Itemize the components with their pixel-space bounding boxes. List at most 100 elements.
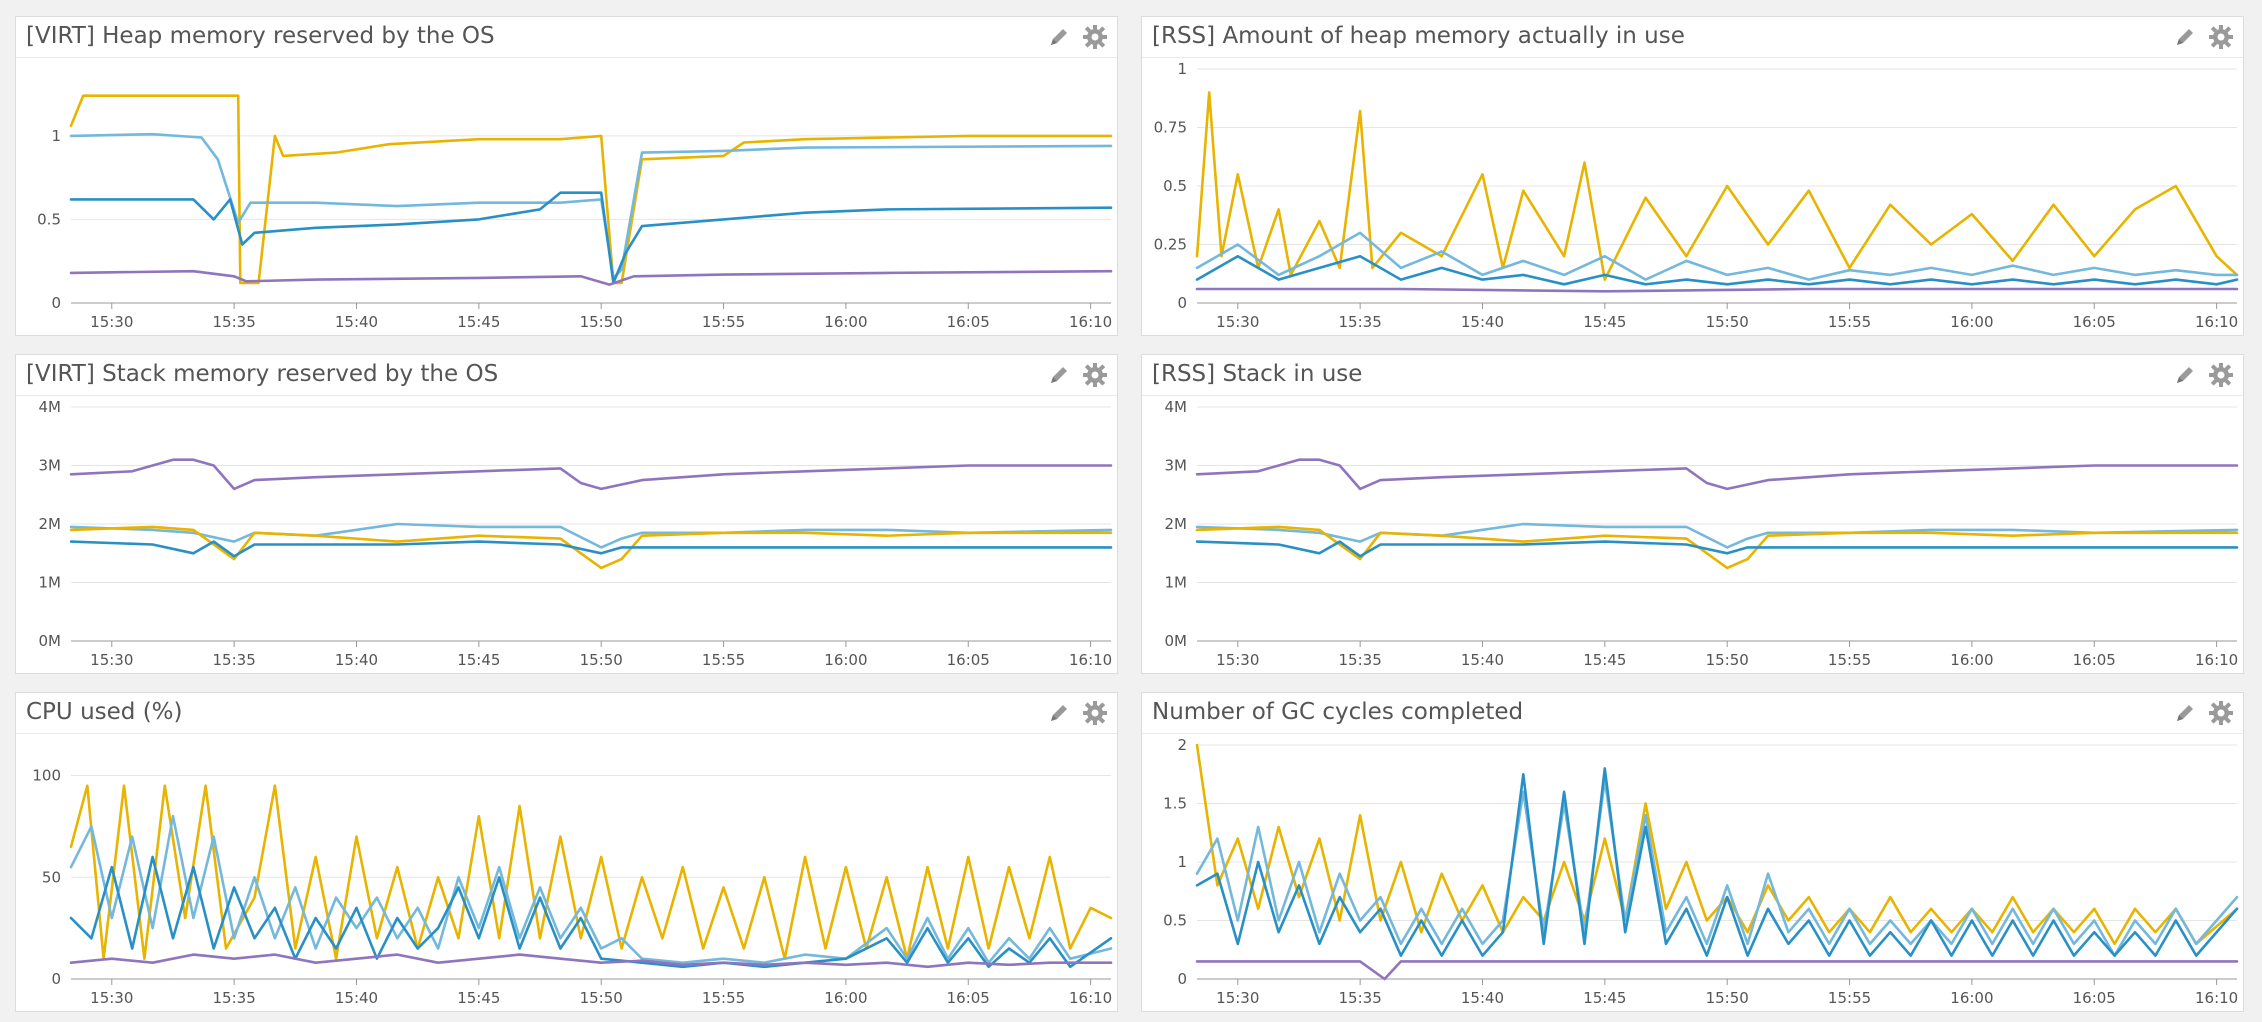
x-tick-label: 15:55 bbox=[702, 313, 745, 331]
x-tick-label: 16:05 bbox=[2073, 651, 2116, 669]
chart-panel-virt-stack: [VIRT] Stack memory reserved by the OS 0… bbox=[15, 354, 1118, 674]
series-line-gold bbox=[1195, 743, 2239, 946]
x-tick-label: 15:45 bbox=[457, 651, 500, 669]
series-line-purple bbox=[69, 953, 1113, 969]
panel-title: Number of GC cycles completed bbox=[1152, 699, 1524, 725]
chart-panel-gc-cycles: Number of GC cycles completed 0 0.5 1 1.5 2 1… bbox=[1141, 692, 2244, 1012]
series-line-lightblue bbox=[1195, 522, 2239, 549]
x-tick-label: 16:05 bbox=[2073, 313, 2116, 331]
x-tick-label: 15:35 bbox=[1339, 989, 1382, 1007]
x-tick-label: 15:45 bbox=[1583, 651, 1626, 669]
x-tick-label: 15:55 bbox=[1828, 651, 1871, 669]
panel-toolbar bbox=[1045, 23, 1109, 51]
x-tick-label: 15:35 bbox=[1339, 651, 1382, 669]
series-line-gold bbox=[69, 94, 1113, 285]
series-line-blue bbox=[69, 191, 1113, 285]
x-tick-label: 15:45 bbox=[457, 989, 500, 1007]
x-tick-label: 16:10 bbox=[2195, 313, 2238, 331]
pencil-icon[interactable] bbox=[1045, 23, 1073, 51]
y-tick-label: 2M bbox=[39, 515, 62, 533]
series-line-blue bbox=[1195, 254, 2239, 286]
chart-plot: 0 50 100 15:30 15:35 15:40 15:45 15:50 15:55 16:0… bbox=[32, 767, 1113, 1007]
x-tick-label: 16:00 bbox=[1950, 989, 1993, 1007]
series-line-lightblue bbox=[1195, 231, 2239, 281]
series-line-purple bbox=[1195, 287, 2239, 293]
y-tick-label: 50 bbox=[42, 868, 61, 886]
panel-header: Number of GC cycles completed bbox=[1142, 693, 2243, 734]
x-tick-label: 16:00 bbox=[824, 313, 867, 331]
y-tick-label: 0.75 bbox=[1154, 119, 1187, 137]
y-tick-label: 4M bbox=[39, 398, 62, 416]
y-tick-label: 0M bbox=[1165, 632, 1188, 650]
y-tick-label: 0 bbox=[51, 294, 61, 312]
x-tick-label: 15:50 bbox=[1706, 313, 1749, 331]
series-line-lightblue bbox=[69, 814, 1113, 964]
x-tick-label: 15:40 bbox=[1461, 313, 1504, 331]
x-tick-label: 15:40 bbox=[335, 313, 378, 331]
gear-icon[interactable] bbox=[2207, 361, 2235, 389]
gear-icon[interactable] bbox=[1081, 699, 1109, 727]
y-tick-label: 2 bbox=[1177, 736, 1187, 754]
pencil-icon[interactable] bbox=[1045, 361, 1073, 389]
x-tick-label: 15:35 bbox=[213, 989, 256, 1007]
pencil-icon[interactable] bbox=[2171, 699, 2199, 727]
y-tick-label: 0.5 bbox=[1163, 177, 1187, 195]
y-tick-label: 100 bbox=[32, 767, 61, 785]
y-tick-label: 1 bbox=[51, 127, 61, 145]
gear-icon[interactable] bbox=[1081, 361, 1109, 389]
y-tick-label: 3M bbox=[39, 457, 62, 475]
series-line-blue bbox=[69, 540, 1113, 558]
series-line-blue bbox=[1195, 540, 2239, 558]
series-line-gold bbox=[1195, 525, 2239, 570]
y-tick-label: 2M bbox=[1165, 515, 1188, 533]
chart-plot: 0 0.5 1 1.5 2 15:30 15:35 15:40 15:45 15:50 15:55 1… bbox=[1163, 736, 2239, 1007]
chart-plot: 0M 1M 2M 3M 4M 15:30 15:35 15:40 15:45 15:50 15:55… bbox=[39, 398, 1113, 669]
panel-toolbar bbox=[1045, 361, 1109, 389]
x-tick-label: 15:35 bbox=[213, 313, 256, 331]
x-tick-label: 15:45 bbox=[1583, 313, 1626, 331]
x-tick-label: 15:40 bbox=[335, 989, 378, 1007]
x-tick-label: 15:30 bbox=[1216, 313, 1259, 331]
gear-icon[interactable] bbox=[1081, 23, 1109, 51]
x-tick-label: 15:50 bbox=[580, 989, 623, 1007]
series-line-lightblue bbox=[1195, 778, 2239, 957]
x-tick-label: 16:10 bbox=[2195, 989, 2238, 1007]
gear-icon[interactable] bbox=[2207, 23, 2235, 51]
x-tick-label: 15:55 bbox=[1828, 989, 1871, 1007]
panel-title: [VIRT] Heap memory reserved by the OS bbox=[26, 23, 495, 49]
x-tick-label: 15:45 bbox=[457, 313, 500, 331]
x-tick-label: 15:35 bbox=[1339, 313, 1382, 331]
panel-title: [RSS] Stack in use bbox=[1152, 361, 1363, 387]
pencil-icon[interactable] bbox=[1045, 699, 1073, 727]
panel-title: [RSS] Amount of heap memory actually in … bbox=[1152, 23, 1685, 49]
x-tick-label: 15:50 bbox=[580, 651, 623, 669]
x-tick-label: 16:05 bbox=[947, 651, 990, 669]
x-tick-label: 16:00 bbox=[1950, 651, 1993, 669]
chart-plot: 0 0.25 0.5 0.75 1 15:30 15:35 15:40 15:45 15:50 15… bbox=[1154, 60, 2239, 331]
panel-header: CPU used (%) bbox=[16, 693, 1117, 734]
pencil-icon[interactable] bbox=[2171, 23, 2199, 51]
panel-header: [VIRT] Stack memory reserved by the OS bbox=[16, 355, 1117, 396]
x-tick-label: 15:40 bbox=[335, 651, 378, 669]
x-tick-label: 16:05 bbox=[947, 313, 990, 331]
panel-header: [RSS] Stack in use bbox=[1142, 355, 2243, 396]
x-tick-label: 15:40 bbox=[1461, 651, 1504, 669]
pencil-icon[interactable] bbox=[2171, 361, 2199, 389]
x-tick-label: 16:00 bbox=[1950, 313, 1993, 331]
chart-plot: 0 0.5 1 15:30 15:35 15:40 15:45 15:50 15:55 16:00… bbox=[37, 94, 1113, 331]
series-line-purple bbox=[69, 269, 1113, 286]
gear-icon[interactable] bbox=[2207, 699, 2235, 727]
chart-panel-rss-stack: [RSS] Stack in use 0M 1M 2M 3M 4M 15:30 15:35 1… bbox=[1141, 354, 2244, 674]
panel-header: [VIRT] Heap memory reserved by the OS bbox=[16, 17, 1117, 58]
x-tick-label: 15:30 bbox=[90, 651, 133, 669]
panel-header: [RSS] Amount of heap memory actually in … bbox=[1142, 17, 2243, 58]
y-tick-label: 1 bbox=[1177, 60, 1187, 78]
x-tick-label: 15:55 bbox=[702, 989, 745, 1007]
x-tick-label: 15:55 bbox=[1828, 313, 1871, 331]
y-tick-label: 3M bbox=[1165, 457, 1188, 475]
x-tick-label: 15:55 bbox=[702, 651, 745, 669]
series-line-purple bbox=[1195, 960, 2239, 981]
x-tick-label: 15:40 bbox=[1461, 989, 1504, 1007]
y-tick-label: 1 bbox=[1177, 853, 1187, 871]
y-tick-label: 1M bbox=[39, 574, 62, 592]
